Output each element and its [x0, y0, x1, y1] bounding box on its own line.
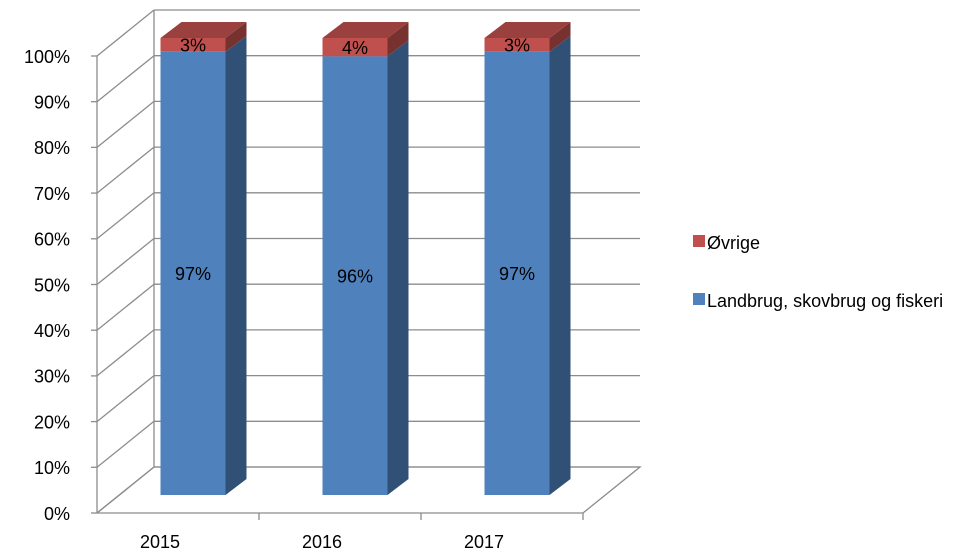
y-tick-label: 60%	[34, 230, 70, 250]
bar-top	[484, 22, 571, 38]
legend-label: Landbrug, skovbrug og fiskeri	[707, 291, 944, 311]
bar-top	[160, 22, 247, 38]
legend-label: Øvrige	[707, 233, 761, 253]
legend-swatch	[693, 235, 705, 247]
grid-line-side	[96, 9, 155, 57]
y-tick-label: 30%	[34, 367, 70, 387]
bar	[322, 38, 388, 57]
grid-line-side	[96, 466, 155, 514]
y-tick-label: 70%	[34, 184, 70, 204]
grid-line-side	[96, 375, 155, 423]
y-tick-label: 80%	[34, 138, 70, 158]
legend-swatch	[693, 293, 705, 305]
y-tick-label: 100%	[24, 47, 70, 67]
bar-side	[387, 40, 409, 495]
grid-line-side	[96, 192, 155, 240]
bar	[160, 51, 226, 496]
grid-line-side	[96, 283, 155, 331]
data-label: 97%	[499, 264, 535, 284]
grid-line-side	[96, 237, 155, 286]
grid-line-side	[96, 55, 155, 103]
bar	[484, 38, 550, 52]
grid-line-side	[96, 146, 155, 194]
y-tick-label: 50%	[34, 275, 70, 295]
data-label: 3%	[180, 36, 206, 56]
bar-side	[549, 22, 571, 52]
bar-top	[322, 22, 409, 38]
data-label: 96%	[337, 266, 373, 286]
bar-side	[387, 22, 409, 57]
y-tick-label: 0%	[44, 504, 70, 524]
x-tick-label: 2017	[464, 532, 504, 552]
grid-line-side	[96, 329, 155, 377]
x-tick-label: 2015	[140, 532, 180, 552]
bar	[484, 51, 550, 496]
bar	[322, 56, 388, 495]
bar-side	[225, 22, 247, 52]
grid-line-side	[96, 100, 155, 148]
data-label: 3%	[504, 36, 530, 56]
data-label: 97%	[175, 264, 211, 284]
bar-side	[549, 35, 571, 496]
bar-side	[225, 35, 247, 496]
bar	[160, 38, 226, 52]
y-tick-label: 10%	[34, 458, 70, 478]
grid-line-side	[96, 420, 155, 468]
data-label: 4%	[342, 38, 368, 58]
y-tick-label: 90%	[34, 92, 70, 112]
y-tick-label: 20%	[34, 412, 70, 432]
x-tick-label: 2016	[302, 532, 342, 552]
y-tick-label: 40%	[34, 321, 70, 341]
